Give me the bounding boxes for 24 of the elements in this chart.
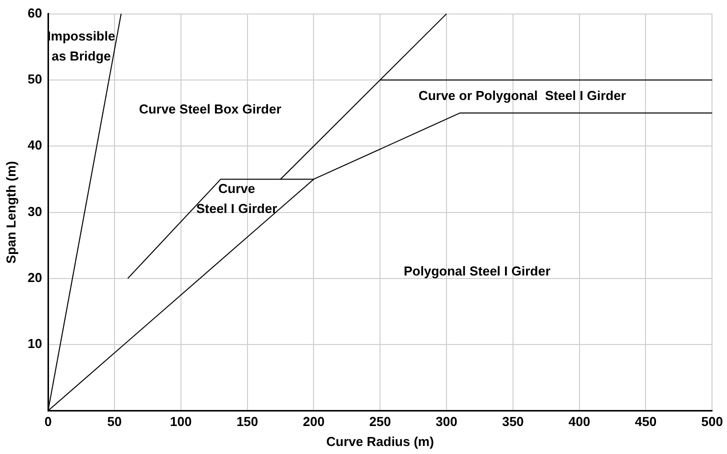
x-tick-label: 500 [701, 414, 724, 430]
x-tick-label: 250 [369, 414, 391, 430]
x-tick-label: 200 [302, 414, 325, 430]
x-tick-label: 400 [568, 414, 590, 430]
annotation: Polygonal Steel I Girder [404, 263, 550, 278]
x-axis-title: Curve Radius (m) [326, 434, 434, 449]
x-tick-label: 150 [236, 414, 258, 430]
x-tick-label: 450 [634, 414, 657, 430]
annotation: Curve Steel I Girder [196, 180, 278, 216]
x-tick-label: 300 [436, 414, 458, 430]
x-tick-label: 0 [44, 414, 52, 430]
y-tick-label: 10 [28, 336, 42, 352]
y-tick-label: 50 [28, 72, 42, 87]
x-tick-label: 350 [502, 414, 524, 430]
y-tick-label: 20 [28, 270, 42, 286]
annotation: Curve Steel Box Girder [138, 101, 282, 116]
annotation: Curve or Polygonal Steel I Girder [418, 88, 626, 103]
x-tick-label: 50 [107, 414, 122, 430]
y-axis-title: Span Length (m) [3, 161, 18, 264]
y-tick-label: 40 [28, 138, 42, 153]
y-tick-label: 60 [28, 5, 42, 20]
annotation: Impossible as Bridge [47, 28, 116, 64]
x-tick-label: 100 [170, 414, 192, 430]
y-tick-label: 30 [28, 204, 42, 219]
